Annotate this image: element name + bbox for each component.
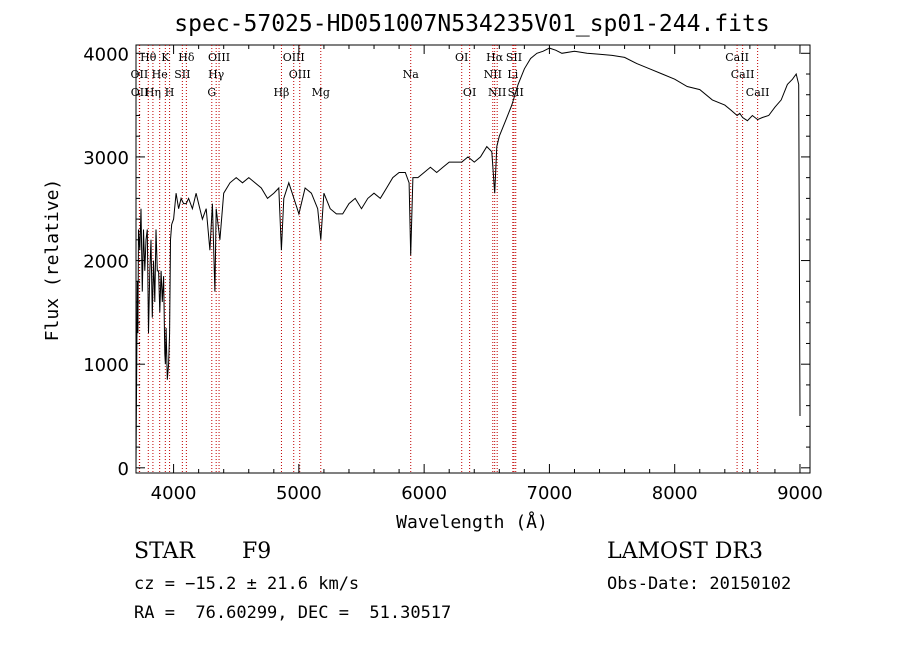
line-label-13: OIII (289, 68, 311, 81)
y-tick-label-3000: 3000 (83, 148, 129, 169)
y-axis: 0 1000 2000 3000 4000 (83, 44, 810, 480)
line-label-27: CaII (746, 86, 770, 99)
line-label-9: OIII (208, 51, 230, 64)
line-label-17: OI (455, 51, 468, 64)
line-label-4: He (152, 68, 168, 81)
line-label-22: Li (507, 68, 518, 81)
line-label-25: CaII (725, 51, 749, 64)
obs-date: Obs-Date: 20150102 (607, 574, 792, 594)
line-label-20: SII (506, 51, 522, 64)
coordinates: RA = 76.60299, DEC = 51.30517 (134, 603, 452, 623)
line-label-12: OIII (283, 51, 305, 64)
y-tick-label-2000: 2000 (83, 252, 129, 273)
line-label-5: Hη (145, 86, 161, 99)
x-axis-label: Wavelength (Å) (396, 511, 548, 533)
line-label-15: Mg (312, 86, 330, 99)
line-label-3: K (161, 51, 170, 64)
line-label-8: H (165, 86, 175, 99)
redshift-readout: cz = −15.2 ± 21.6 km/s (134, 574, 360, 594)
spectral-line-markers (138, 45, 759, 473)
x-tick-label-9000: 9000 (777, 483, 823, 504)
line-label-7: SII (174, 68, 190, 81)
y-tick-label-1000: 1000 (83, 355, 129, 376)
y-tick-label-0: 0 (118, 459, 129, 480)
line-label-16: Na (403, 68, 420, 81)
line-label-26: CaII (731, 68, 755, 81)
object-class: STAR (134, 539, 195, 564)
line-label-23: NII (488, 86, 506, 99)
x-axis: 4000 5000 6000 7000 8000 9000 (151, 45, 823, 504)
y-axis-label: Flux (relative) (42, 179, 63, 342)
line-label-18: OI (463, 86, 476, 99)
plot-frame (135, 44, 811, 474)
line-label-14: Hβ (273, 86, 289, 99)
y-tick-label-4000: 4000 (83, 44, 129, 65)
spectral-subclass: F9 (242, 539, 272, 564)
x-tick-label-8000: 8000 (652, 483, 698, 504)
survey-name: LAMOST DR3 (607, 539, 763, 564)
line-label-19: Hα (486, 51, 504, 64)
line-label-21: NII (484, 68, 502, 81)
flux-series-line (135, 47, 801, 468)
line-label-6: Hδ (178, 51, 195, 64)
chart-title: spec-57025-HD051007N534235V01_sp01-244.f… (174, 11, 769, 37)
line-label-2: OII (131, 86, 149, 99)
line-label-10: Hγ (208, 68, 225, 81)
x-tick-label-6000: 6000 (401, 483, 447, 504)
x-tick-label-5000: 5000 (276, 483, 322, 504)
line-label-0: Hθ (140, 51, 157, 64)
x-tick-label-7000: 7000 (527, 483, 573, 504)
x-tick-label-4000: 4000 (151, 483, 197, 504)
line-label-11: G (207, 86, 216, 99)
